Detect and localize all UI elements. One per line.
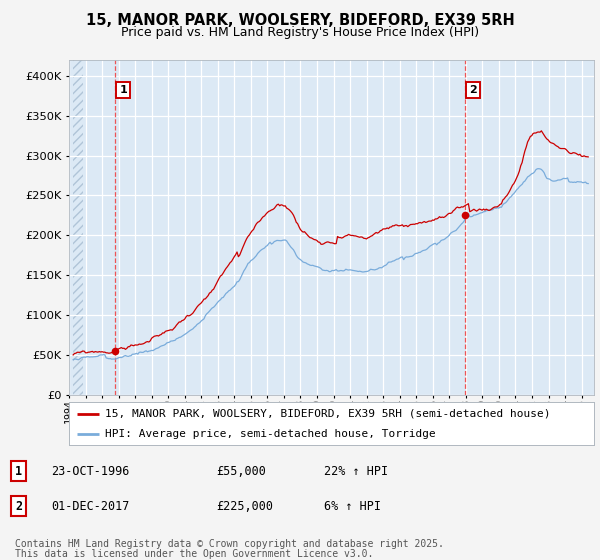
Text: 01-DEC-2017: 01-DEC-2017 <box>51 500 130 513</box>
Text: 2: 2 <box>469 85 476 95</box>
Text: Price paid vs. HM Land Registry's House Price Index (HPI): Price paid vs. HM Land Registry's House … <box>121 26 479 39</box>
Text: 1: 1 <box>119 85 127 95</box>
Text: HPI: Average price, semi-detached house, Torridge: HPI: Average price, semi-detached house,… <box>105 430 436 439</box>
Bar <box>73 60 83 395</box>
Text: 22% ↑ HPI: 22% ↑ HPI <box>324 465 388 478</box>
Text: 23-OCT-1996: 23-OCT-1996 <box>51 465 130 478</box>
Text: 15, MANOR PARK, WOOLSERY, BIDEFORD, EX39 5RH (semi-detached house): 15, MANOR PARK, WOOLSERY, BIDEFORD, EX39… <box>105 409 550 419</box>
Text: 6% ↑ HPI: 6% ↑ HPI <box>324 500 381 513</box>
Text: This data is licensed under the Open Government Licence v3.0.: This data is licensed under the Open Gov… <box>15 549 373 559</box>
Text: Contains HM Land Registry data © Crown copyright and database right 2025.: Contains HM Land Registry data © Crown c… <box>15 539 444 549</box>
Text: £225,000: £225,000 <box>216 500 273 513</box>
Text: 2: 2 <box>15 500 22 513</box>
Text: 15, MANOR PARK, WOOLSERY, BIDEFORD, EX39 5RH: 15, MANOR PARK, WOOLSERY, BIDEFORD, EX39… <box>86 13 514 27</box>
Text: £55,000: £55,000 <box>216 465 266 478</box>
Text: 1: 1 <box>15 465 22 478</box>
